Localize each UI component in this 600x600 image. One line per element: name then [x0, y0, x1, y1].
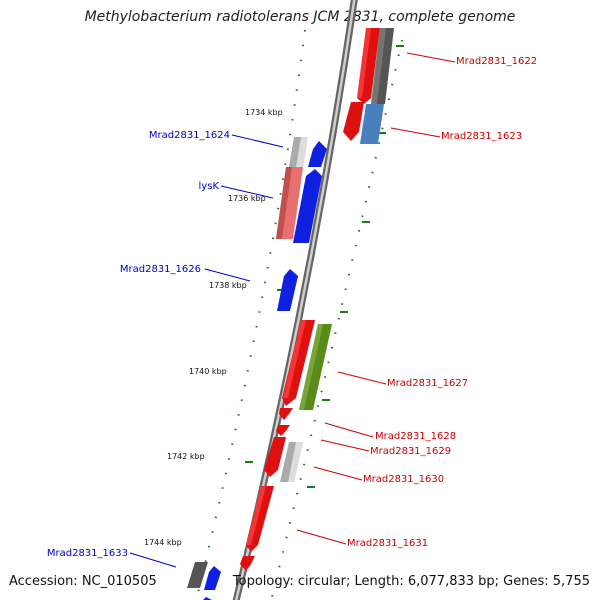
- gene-label[interactable]: Mrad2831_1622: [456, 56, 537, 67]
- gene-label[interactable]: lysK: [199, 181, 220, 192]
- gene-block-1632[interactable]: [240, 556, 255, 571]
- gene-block-1623-blue[interactable]: [360, 104, 384, 144]
- gene-block-1633-grey[interactable]: [187, 562, 208, 588]
- gene-block-1629[interactable]: [276, 425, 290, 436]
- gene-label[interactable]: Mrad2831_1624: [149, 130, 230, 141]
- gene-label[interactable]: Mrad2831_1627: [387, 378, 468, 389]
- gene-block-1627[interactable]: [282, 320, 315, 406]
- gene-block-1622[interactable]: [357, 28, 380, 104]
- reverse-dash-marks: [245, 289, 285, 463]
- gene-block-1626[interactable]: [277, 269, 298, 311]
- gene-block-lysK-blue[interactable]: [293, 169, 322, 243]
- tick-label: 1734 kbp: [245, 108, 283, 117]
- gene-block-1634-blue[interactable]: [200, 597, 212, 600]
- gene-block-1628[interactable]: [279, 408, 293, 420]
- gene-label[interactable]: Mrad2831_1628: [375, 431, 456, 442]
- tick-label: 1740 kbp: [189, 367, 227, 376]
- forward-dotted-track: [270, 39, 403, 600]
- gene-label[interactable]: Mrad2831_1633: [47, 548, 128, 559]
- gene-label[interactable]: Mrad2831_1626: [120, 264, 201, 275]
- gene-block-1630-arrow[interactable]: [264, 437, 286, 477]
- gene-block-1631[interactable]: [246, 486, 274, 552]
- map-title: Methylobacterium radiotolerans JCM 2831,…: [84, 9, 516, 25]
- gene-block-1622-grey[interactable]: [371, 28, 394, 104]
- accession-label: Accession: NC_010505: [9, 574, 157, 589]
- gene-block-1630-grey[interactable]: [280, 442, 303, 482]
- gene-label[interactable]: Mrad2831_1629: [370, 446, 451, 457]
- tick-label: 1736 kbp: [228, 194, 266, 203]
- tick-label: 1742 kbp: [167, 452, 205, 461]
- gene-block-1633-blue[interactable]: [204, 566, 221, 590]
- gene-block-lysK-pink[interactable]: [276, 167, 303, 239]
- topology-label: Topology: circular; Length: 6,077,833 bp…: [232, 574, 590, 589]
- forward-callouts: [296, 52, 456, 545]
- gene-block-1624-blue[interactable]: [308, 141, 327, 167]
- gene-label[interactable]: Mrad2831_1630: [363, 474, 444, 485]
- backbone: [232, 0, 358, 600]
- gene-block-1623-arrow[interactable]: [343, 102, 364, 141]
- gene-label[interactable]: Mrad2831_1631: [347, 538, 428, 549]
- gene-block-1624-grey[interactable]: [289, 137, 308, 167]
- reverse-callouts: [129, 134, 284, 568]
- tick-label: 1744 kbp: [144, 538, 182, 547]
- gene-block-1627-olive[interactable]: [299, 324, 332, 410]
- tick-label: 1738 kbp: [209, 281, 247, 290]
- gene-label[interactable]: Mrad2831_1623: [441, 131, 522, 142]
